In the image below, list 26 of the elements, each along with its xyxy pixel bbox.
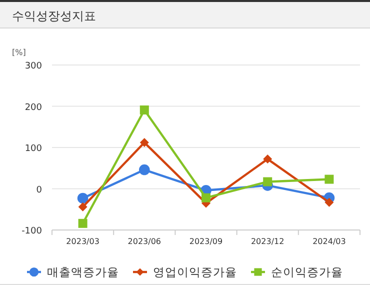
y-tick-label: 300 [24,62,42,72]
point [77,192,88,204]
y-axis-title: [%] [12,48,26,57]
legend-label: 영업이익증가율 [153,265,237,279]
legend-label: 매출액증가율 [47,265,119,279]
point [324,174,334,184]
point [140,105,149,114]
y-tick-label: -100 [22,226,42,236]
x-tick-label: 2024/03 [312,237,346,246]
chart-title: 수익성장성지표 [12,9,96,23]
legend-label: 순이익증가율 [271,265,343,279]
point [263,154,272,164]
x-tick-label: 2023/12 [250,237,284,246]
x-tick-label: 2023/09 [189,237,223,246]
y-tick-label: 100 [24,144,42,154]
point [139,164,150,176]
x-tick-label: 2023/06 [128,237,162,246]
point [78,202,88,212]
x-tick-label: 2023/03 [66,237,100,246]
point [202,193,210,202]
point [324,198,334,207]
point [140,138,149,148]
point [78,218,88,228]
y-tick-label: 200 [24,102,42,113]
y-tick-label: 0 [36,185,42,196]
point [263,177,272,186]
